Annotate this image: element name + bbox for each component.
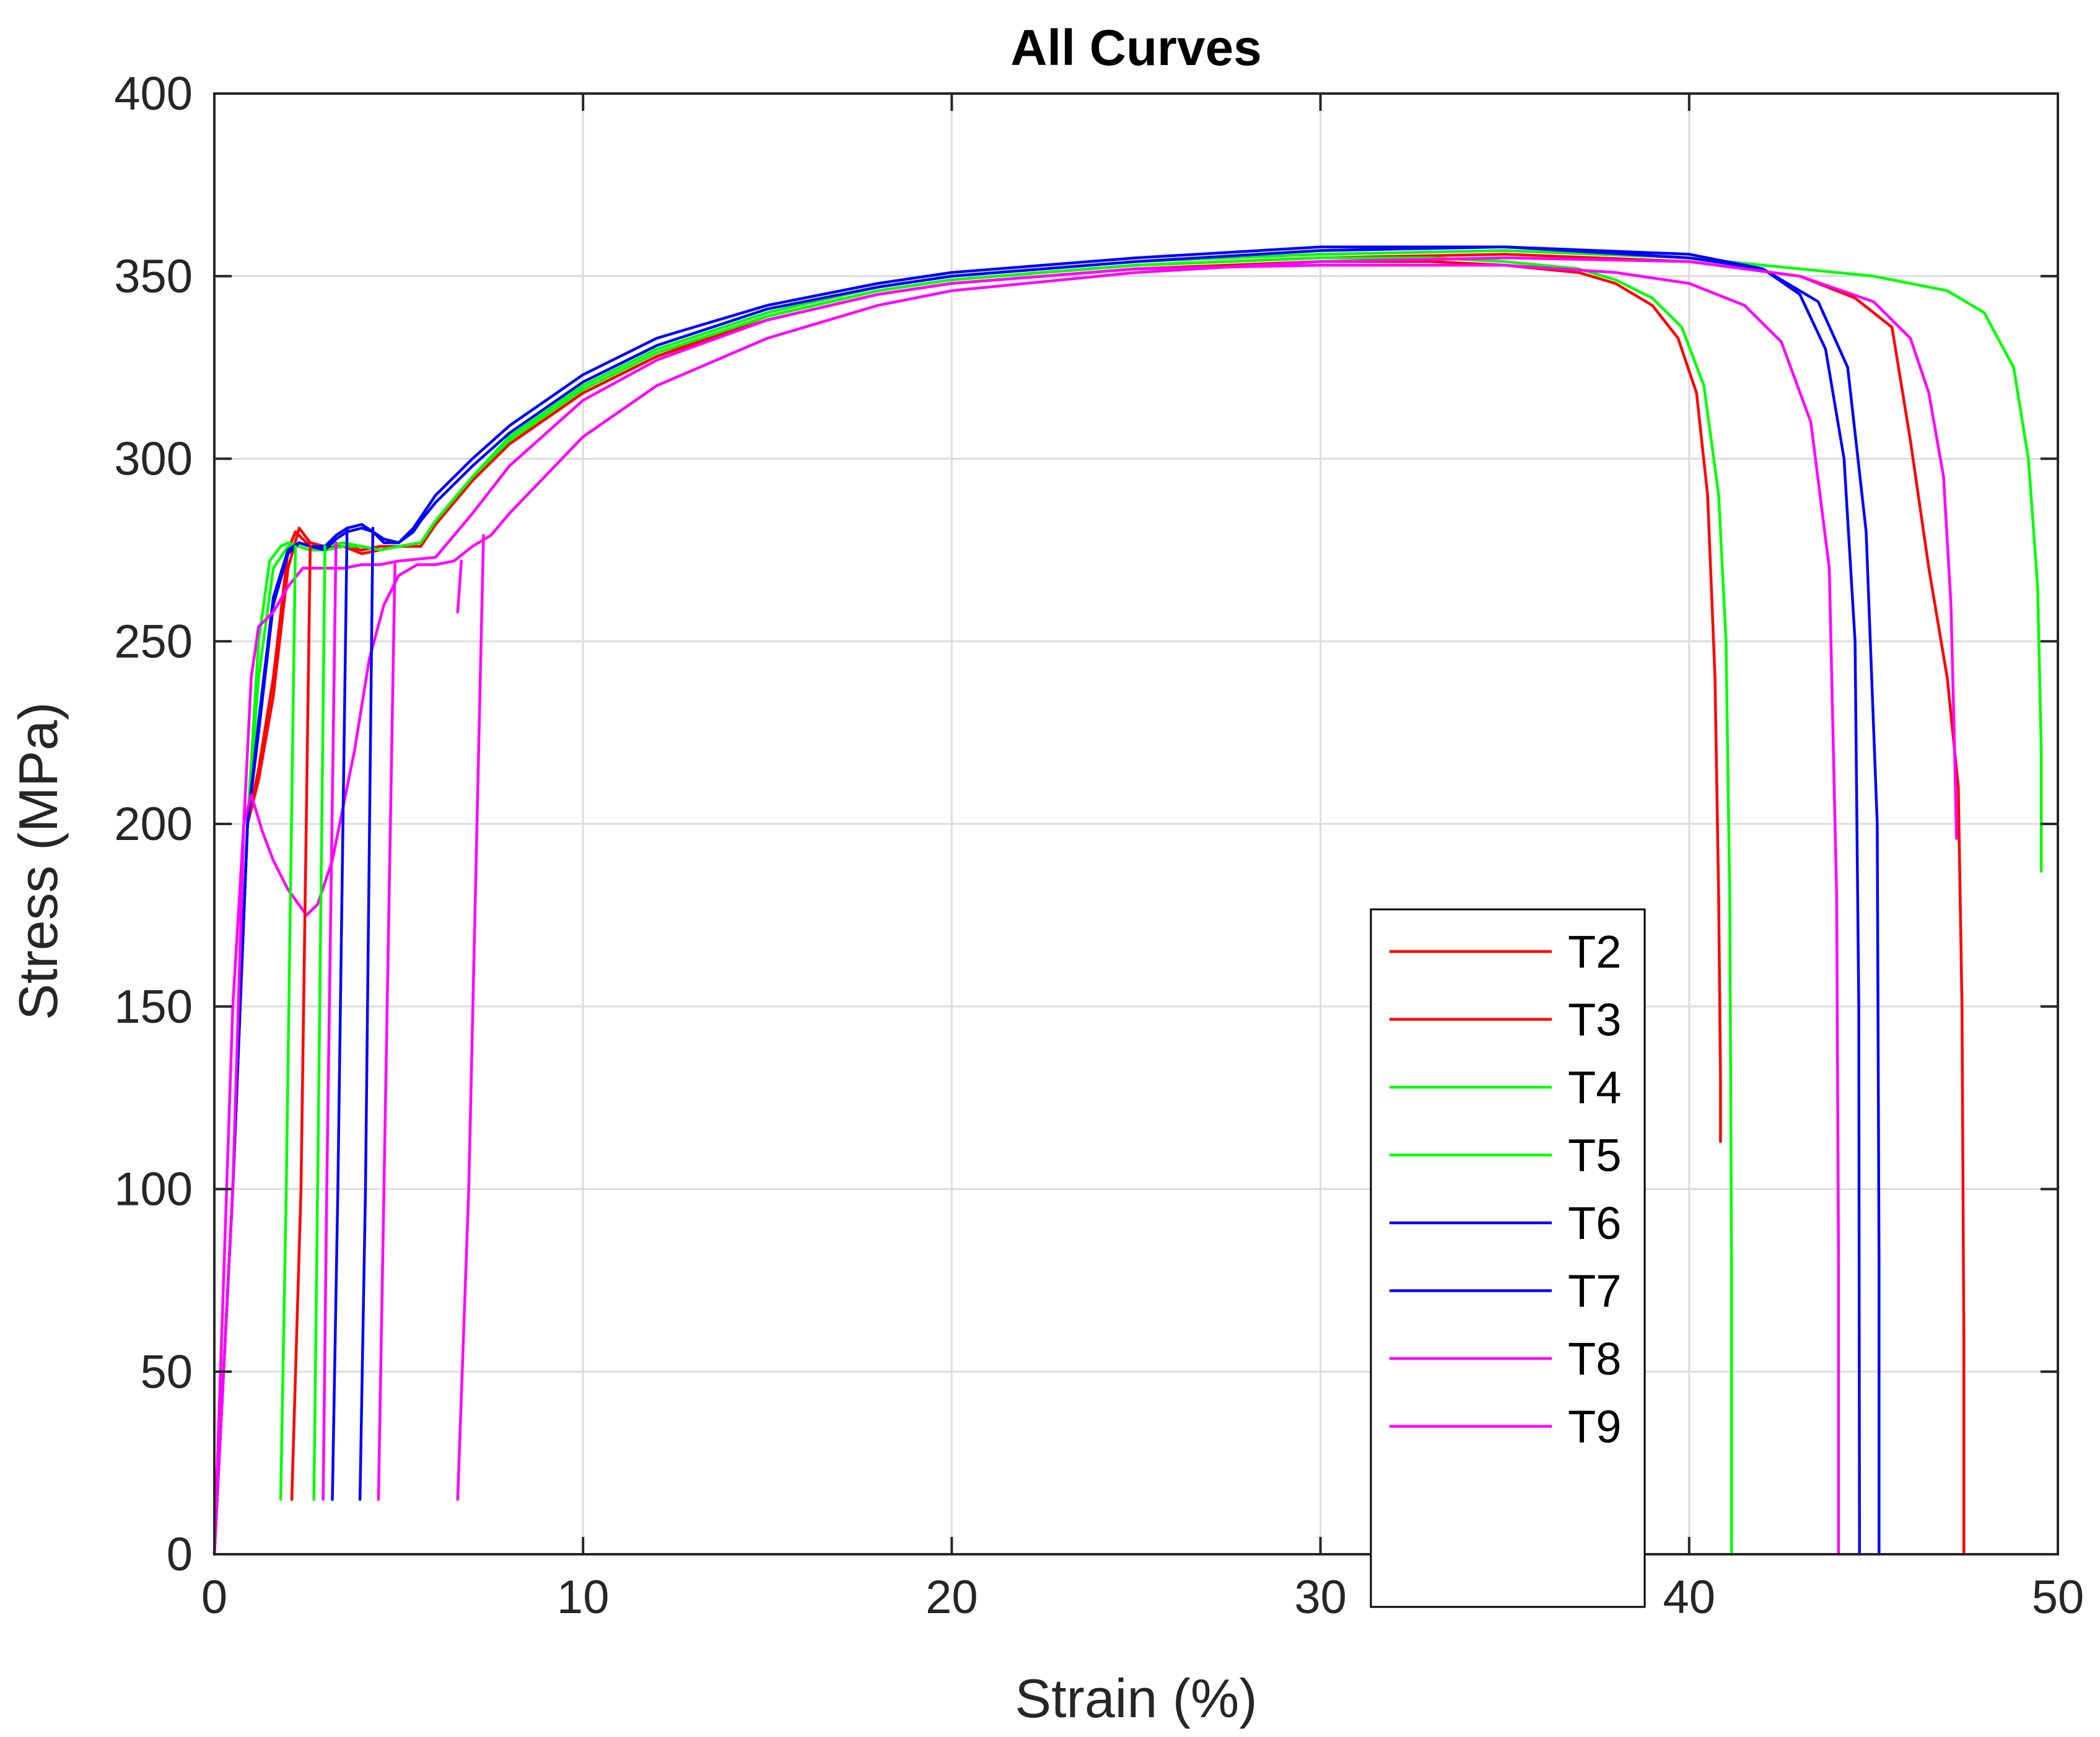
unload-branch-t6	[331, 527, 349, 1501]
grid	[213, 92, 2059, 1555]
x-axis-title: Strain (%)	[1015, 1668, 1257, 1729]
unload-branch-t8	[322, 541, 338, 1501]
x-tick-label: 10	[557, 1571, 610, 1624]
series-line-t4	[212, 249, 2043, 1556]
x-tick-label: 50	[2032, 1571, 2085, 1624]
unload-branch-t2	[290, 545, 312, 1501]
x-tick-label: 20	[925, 1571, 978, 1624]
legend: T2 T3 T4 T5 T6 T7 T8 T9	[1370, 908, 1646, 1608]
x-tick-label: 0	[201, 1571, 227, 1624]
series-line-t8	[212, 263, 1840, 1556]
legend-label-t8: T8	[1568, 1333, 1621, 1385]
y-tick-label: 400	[114, 68, 193, 120]
unload-branch-t5	[312, 545, 326, 1501]
y-tick-label: 100	[114, 1163, 193, 1216]
unload-branch-t9	[456, 534, 485, 1501]
legend-label-t6: T6	[1568, 1197, 1621, 1249]
legend-label-t7: T7	[1568, 1266, 1621, 1317]
y-tick-label: 350	[114, 250, 193, 303]
y-tick-label: 50	[140, 1345, 193, 1398]
unload-branch-t8	[377, 563, 396, 1501]
axes	[213, 92, 2059, 1555]
series-layer	[212, 245, 2043, 1556]
unload-branch-t9	[456, 559, 463, 614]
legend-label-t3: T3	[1568, 994, 1621, 1046]
axes-box	[213, 92, 2059, 1555]
x-tick-label: 40	[1663, 1571, 1716, 1624]
unload-branch-t7	[358, 527, 375, 1501]
legend-label-t2: T2	[1568, 926, 1621, 978]
legend-label-t5: T5	[1568, 1130, 1621, 1181]
legend-box	[1370, 908, 1646, 1608]
y-tick-label: 0	[167, 1528, 193, 1581]
series-line-t3	[212, 253, 1966, 1556]
y-tick-label: 250	[114, 615, 193, 668]
y-tick-label: 300	[114, 433, 193, 486]
y-axis-title: Stress (MPa)	[7, 702, 69, 1020]
y-tick-label: 200	[114, 798, 193, 851]
chart-title: All Curves	[1010, 20, 1262, 76]
series-line-t7	[212, 245, 1881, 1556]
x-tick-label: 30	[1294, 1571, 1347, 1624]
unload-branch-t4	[279, 545, 297, 1501]
tick-labels: 0 10 20 30 40 50 0 50 100 150 200 250 300 350 400	[114, 68, 2084, 1624]
y-tick-label: 150	[114, 981, 193, 1033]
legend-label-t9: T9	[1568, 1401, 1621, 1453]
legend-label-t4: T4	[1568, 1062, 1621, 1113]
